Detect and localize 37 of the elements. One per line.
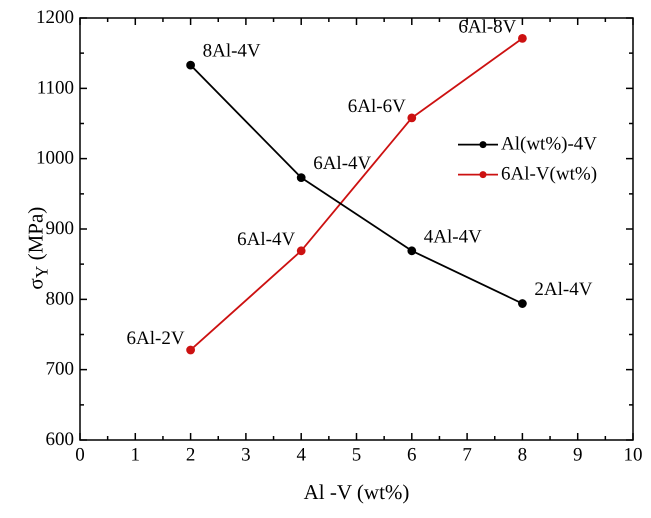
y-tick-label: 800 [46, 288, 74, 310]
annotation: 2Al-4V [534, 279, 593, 300]
x-tick-label: 2 [186, 444, 196, 466]
point [296, 173, 306, 182]
point [518, 299, 527, 308]
x-tick-label: 8 [518, 444, 528, 466]
x-axis-title: Al -V (wt%) [304, 480, 410, 504]
annotation: 8Al-4V [202, 40, 261, 62]
x-tick-label: 3 [241, 444, 251, 466]
y-tick-label: 700 [46, 358, 74, 380]
x-tick-label: 0 [75, 444, 85, 466]
point [186, 346, 195, 354]
annotation: 6Al-4V [313, 153, 372, 174]
x-tick-label: 9 [572, 444, 582, 466]
y-tick-label: 1200 [36, 6, 74, 28]
annotation: 6Al-2V [126, 328, 185, 349]
x-tick-label: 4 [296, 444, 306, 466]
point [518, 34, 527, 43]
point [296, 246, 306, 256]
x-tick-label: 5 [352, 444, 362, 466]
point [407, 113, 416, 122]
annotation: 4Al-4V [424, 226, 482, 248]
annotation: 6Al-8V [458, 16, 517, 38]
y-tick-label: 600 [46, 428, 74, 450]
point [186, 60, 195, 70]
x-tick-label: 1 [130, 444, 140, 466]
annotation: 6Al-4V [237, 228, 296, 250]
y-tick-label: 1100 [36, 77, 74, 98]
x-tick-label: 6 [407, 444, 417, 466]
y-tick-label: 1000 [36, 148, 74, 169]
legend-label: 6Al-V(wt%) [501, 164, 598, 185]
x-tick-label: 7 [462, 444, 472, 466]
x-tick-label: 10 [624, 444, 642, 466]
annotation: 6Al-6V [348, 96, 406, 117]
legend-label: Al(wt%)-4V [501, 134, 598, 155]
point [407, 246, 416, 256]
y-tick-label: 900 [46, 218, 74, 239]
